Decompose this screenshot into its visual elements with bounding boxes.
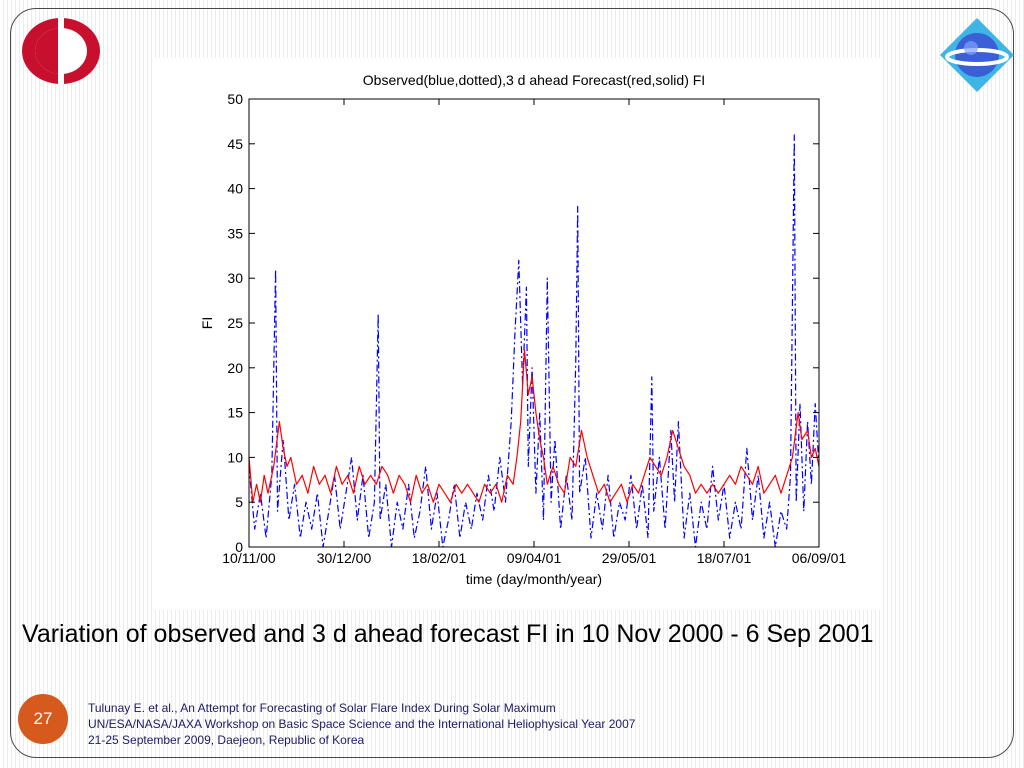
x-tick-label: 18/02/01 (412, 550, 467, 566)
y-tick-label: 35 (227, 225, 243, 241)
chart-background (155, 58, 883, 610)
y-tick-label: 10 (227, 449, 243, 465)
footer-line: Tulunay E. et al., An Attempt for Foreca… (88, 701, 556, 715)
y-tick-label: 50 (227, 91, 243, 107)
x-tick-label: 06/09/01 (792, 550, 847, 566)
series-line (248, 349, 820, 503)
workshop-logo (940, 18, 1014, 92)
series-line (248, 134, 820, 548)
x-tick-label: 09/04/01 (507, 550, 562, 566)
y-tick-label: 25 (227, 315, 243, 331)
y-tick-label: 5 (235, 494, 243, 510)
fi-chart: 0 5 10 15 20 25 30 35 40 45 50 10/11/00 30/12/00 18/0… (155, 58, 883, 610)
y-tick-label: 0 (235, 539, 243, 555)
footer-line: 21-25 September 2009, Daejeon, Republic … (88, 733, 365, 747)
figure-panel: 0 5 10 15 20 25 30 35 40 45 50 10/11/00 30/12/00 18/0… (155, 58, 883, 610)
institution-logo (22, 18, 100, 84)
y-tick-label: 30 (227, 270, 243, 286)
x-tick-label: 10/11/00 (222, 550, 276, 566)
page-number-badge: 27 (18, 694, 68, 744)
y-tick-label: 15 (227, 405, 243, 421)
x-tick-label: 18/07/01 (697, 550, 752, 566)
slide-caption: Variation of observed and 3 d ahead fore… (22, 620, 874, 648)
y-axis-label: FI (199, 317, 215, 329)
y-tick-label: 20 (227, 360, 243, 376)
footer-citation: Tulunay E. et al., An Attempt for Foreca… (88, 700, 635, 748)
footer-line: UN/ESA/NASA/JAXA Workshop on Basic Space… (88, 717, 636, 731)
x-tick-label: 29/05/01 (602, 550, 657, 566)
x-tick-label: 30/12/00 (317, 550, 372, 566)
y-tick-label: 45 (227, 136, 243, 152)
x-axis-label: time (day/month/year) (466, 571, 602, 587)
chart-title: Observed(blue,dotted),3 d ahead Forecast… (363, 72, 705, 88)
y-tick-label: 40 (227, 181, 243, 197)
